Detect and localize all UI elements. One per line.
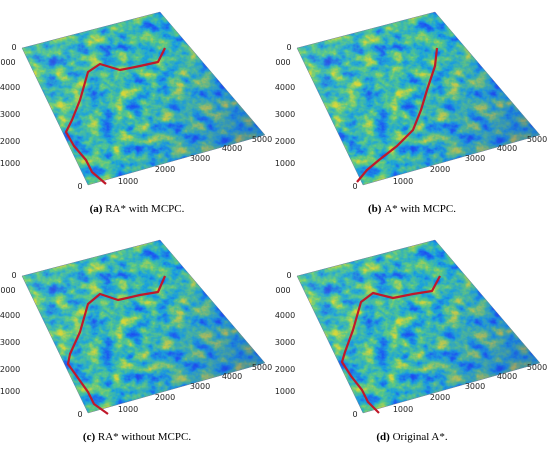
y-tick-label: 000 [0, 286, 15, 295]
caption-label: (b) [368, 203, 382, 215]
caption: (a) RA* with MCPC. [90, 203, 185, 215]
x-tick-label: 4000 [497, 144, 517, 153]
route [64, 47, 166, 185]
terrain-shade [22, 240, 265, 413]
panel: 0000400030002000100001000200030004000500… [275, 11, 547, 215]
y-tick-label: 0 [11, 43, 16, 52]
x-tick-label: 2000 [155, 165, 175, 174]
x-tick-label: 5000 [252, 135, 272, 144]
terrain-shade [297, 240, 540, 413]
caption: (c) RA* without MCPC. [83, 431, 191, 443]
x-tick-label: 4000 [222, 372, 242, 381]
map-edge [21, 11, 266, 186]
y-tick-label: 2000 [0, 137, 20, 146]
y-tick-label: 1000 [0, 159, 20, 168]
map-edge [296, 239, 541, 414]
terrain-map [297, 12, 540, 185]
terrain-shade [22, 12, 265, 185]
caption: (d) Original A*. [376, 431, 447, 443]
terrain-shade [297, 12, 540, 185]
route [340, 275, 441, 414]
x-tick-label: 1000 [118, 177, 138, 186]
x-tick-label: 2000 [430, 393, 450, 402]
caption-text: RA* with MCPC. [105, 203, 184, 215]
x-tick-label: 3000 [190, 154, 210, 163]
y-tick-label: 000 [275, 58, 290, 67]
x-tick-label: 1000 [118, 405, 138, 414]
y-tick-label: 4000 [0, 83, 20, 92]
y-tick-label: 4000 [0, 311, 20, 320]
y-tick-label: 0 [77, 182, 82, 191]
x-tick-label: 1000 [393, 405, 413, 414]
y-tick-label: 3000 [275, 338, 295, 347]
y-tick-label: 0 [286, 43, 291, 52]
route [66, 275, 167, 415]
panel: 0000400030002000100001000200030004000500… [0, 239, 272, 443]
x-tick-label: 4000 [222, 144, 242, 153]
caption-text: RA* without MCPC. [98, 431, 191, 443]
y-tick-label: 0 [77, 410, 82, 419]
y-tick-label: 1000 [275, 387, 295, 396]
caption: (b) A* with MCPC. [368, 203, 456, 215]
caption-text: Original A*. [393, 431, 448, 443]
x-tick-label: 1000 [393, 177, 413, 186]
x-tick-label: 5000 [527, 363, 547, 372]
terrain-map [22, 240, 265, 413]
y-tick-label: 0 [286, 271, 291, 280]
caption-label: (d) [376, 431, 390, 443]
caption-label: (a) [90, 203, 103, 215]
y-tick-label: 2000 [0, 365, 20, 374]
x-tick-label: 5000 [252, 363, 272, 372]
caption-label: (c) [83, 431, 96, 443]
panel: 0000400030002000100001000200030004000500… [275, 239, 547, 443]
x-tick-label: 3000 [190, 382, 210, 391]
terrain-map [22, 12, 265, 185]
y-tick-label: 3000 [0, 110, 20, 119]
y-tick-label: 000 [0, 58, 15, 67]
x-tick-label: 3000 [465, 154, 485, 163]
map-edge [296, 11, 541, 186]
terrain-map [297, 240, 540, 413]
y-tick-label: 0 [352, 182, 357, 191]
y-tick-label: 0 [352, 410, 357, 419]
x-tick-label: 4000 [497, 372, 517, 381]
caption-text: A* with MCPC. [384, 203, 456, 215]
panel: 0000400030002000100001000200030004000500… [0, 11, 272, 215]
x-tick-label: 2000 [430, 165, 450, 174]
y-tick-label: 4000 [275, 311, 295, 320]
y-tick-label: 2000 [275, 137, 295, 146]
y-tick-label: 3000 [275, 110, 295, 119]
y-tick-label: 3000 [0, 338, 20, 347]
x-tick-label: 5000 [527, 135, 547, 144]
map-edge [21, 239, 266, 414]
x-tick-label: 3000 [465, 382, 485, 391]
x-tick-label: 2000 [155, 393, 175, 402]
y-tick-label: 000 [275, 286, 290, 295]
y-tick-label: 0 [11, 271, 16, 280]
route [356, 47, 439, 183]
y-tick-label: 4000 [275, 83, 295, 92]
y-tick-label: 2000 [275, 365, 295, 374]
y-tick-label: 1000 [0, 387, 20, 396]
y-tick-label: 1000 [275, 159, 295, 168]
